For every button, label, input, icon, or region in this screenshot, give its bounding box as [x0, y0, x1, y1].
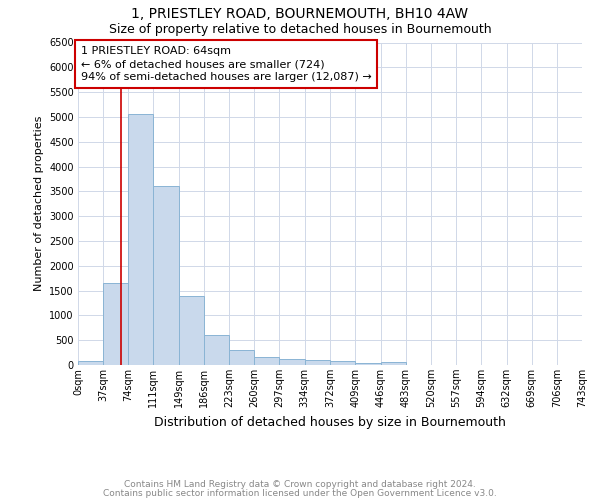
Bar [179, 296, 204, 365]
Bar [128, 114, 153, 365]
Bar [153, 186, 179, 365]
Bar [78, 362, 103, 365]
Bar [280, 358, 305, 365]
Bar [103, 283, 128, 365]
Text: Contains HM Land Registry data © Crown copyright and database right 2024.: Contains HM Land Registry data © Crown c… [124, 480, 476, 489]
Bar [305, 360, 331, 365]
Bar [204, 335, 229, 365]
Text: Size of property relative to detached houses in Bournemouth: Size of property relative to detached ho… [109, 22, 491, 36]
Y-axis label: Number of detached properties: Number of detached properties [34, 116, 44, 292]
Bar [229, 350, 254, 365]
Text: Contains public sector information licensed under the Open Government Licence v3: Contains public sector information licen… [103, 488, 497, 498]
Bar [380, 362, 406, 365]
Text: 1 PRIESTLEY ROAD: 64sqm
← 6% of detached houses are smaller (724)
94% of semi-de: 1 PRIESTLEY ROAD: 64sqm ← 6% of detached… [81, 46, 371, 82]
Bar [331, 362, 355, 365]
X-axis label: Distribution of detached houses by size in Bournemouth: Distribution of detached houses by size … [154, 416, 506, 428]
Bar [254, 357, 280, 365]
Bar [355, 363, 380, 365]
Text: 1, PRIESTLEY ROAD, BOURNEMOUTH, BH10 4AW: 1, PRIESTLEY ROAD, BOURNEMOUTH, BH10 4AW [131, 8, 469, 22]
